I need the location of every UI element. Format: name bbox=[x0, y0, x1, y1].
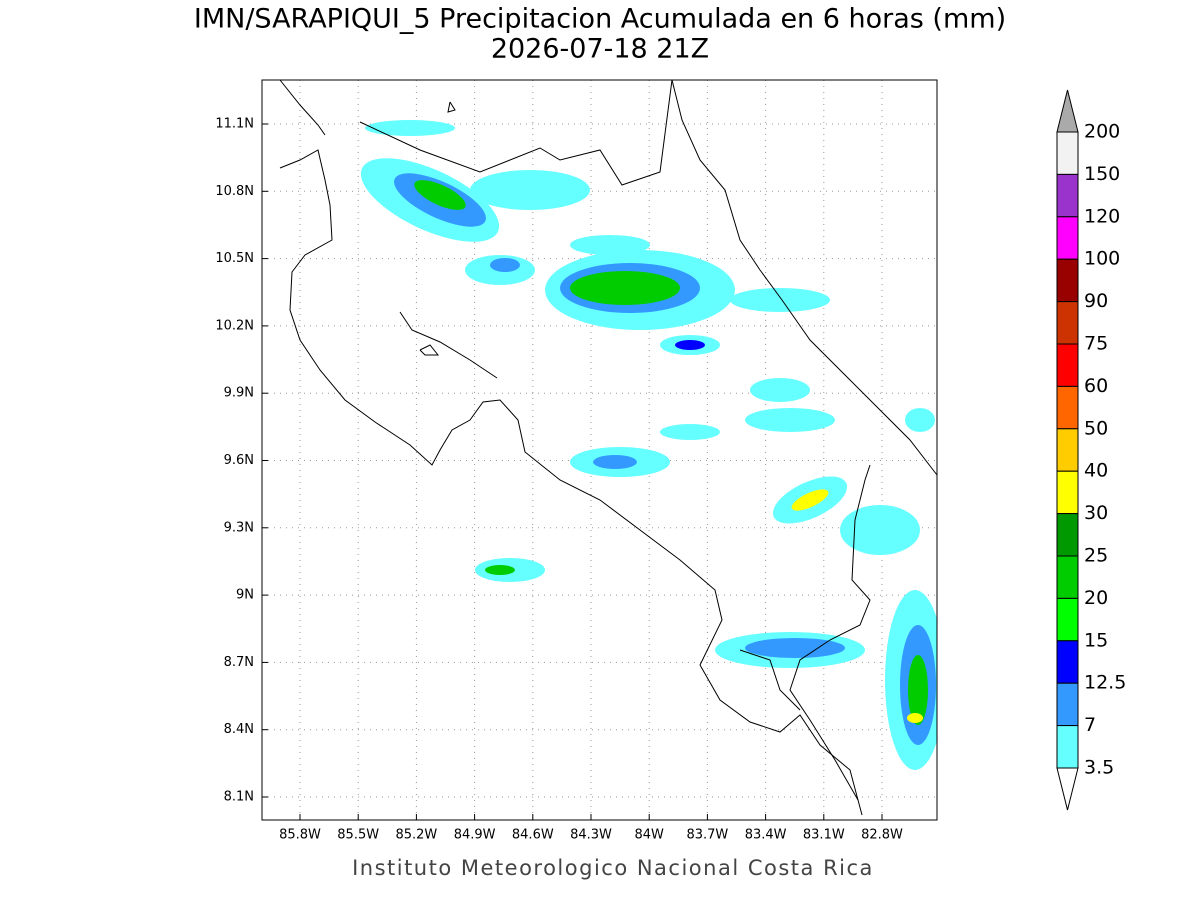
colorbar-box bbox=[1056, 640, 1079, 684]
x-tick-label: 82.8W bbox=[861, 828, 903, 843]
colorbar-label: 12.5 bbox=[1084, 672, 1126, 694]
colorbar-under bbox=[1056, 767, 1079, 811]
y-tick-label: 9.6N bbox=[224, 453, 254, 468]
x-tick-label: 84W bbox=[634, 828, 664, 843]
colorbar-box bbox=[1056, 216, 1079, 260]
colorbar-label: 90 bbox=[1084, 290, 1108, 312]
colorbar-label: 150 bbox=[1084, 163, 1120, 185]
colorbar-label: 120 bbox=[1084, 205, 1120, 227]
title: IMN/SARAPIQUI_5 Precipitacion Acumulada … bbox=[194, 4, 1006, 35]
y-tick-label: 11.1N bbox=[215, 117, 254, 132]
colorbar-box bbox=[1056, 470, 1079, 515]
colorbar-label: 7 bbox=[1084, 714, 1096, 736]
colorbar-box bbox=[1056, 131, 1079, 175]
colorbar-box bbox=[1056, 301, 1079, 345]
colorbar-over bbox=[1056, 89, 1079, 133]
x-tick-label: 85.8W bbox=[279, 828, 321, 843]
colorbar-label: 50 bbox=[1084, 417, 1108, 439]
x-tick-label: 83.1W bbox=[803, 828, 845, 843]
x-tick-label: 83.7W bbox=[686, 828, 728, 843]
colorbar-label: 75 bbox=[1084, 333, 1108, 355]
colorbar-box bbox=[1056, 725, 1079, 769]
x-tick-label: 84.3W bbox=[570, 828, 612, 843]
subtitle: 2026-07-18 21Z bbox=[491, 34, 709, 65]
y-tick-label: 8.4N bbox=[224, 722, 254, 737]
colorbar-label: 200 bbox=[1084, 121, 1120, 143]
x-tick-label: 83.4W bbox=[745, 828, 787, 843]
colorbar-box bbox=[1056, 343, 1079, 387]
colorbar-label: 20 bbox=[1084, 587, 1108, 609]
colorbar-label: 40 bbox=[1084, 460, 1108, 482]
y-tick-label: 10.5N bbox=[215, 251, 254, 266]
x-tick-label: 85.2W bbox=[395, 828, 437, 843]
x-tick-label: 84.6W bbox=[512, 828, 554, 843]
coastlines bbox=[279, 79, 938, 816]
colorbar-label: 60 bbox=[1084, 375, 1108, 397]
colorbar-label: 100 bbox=[1084, 248, 1120, 270]
x-tick-label: 84.9W bbox=[454, 828, 496, 843]
colorbar-label: 30 bbox=[1084, 502, 1108, 524]
footer: Instituto Meteorologico Nacional Costa R… bbox=[352, 856, 874, 880]
colorbar-box bbox=[1056, 555, 1079, 599]
map-frame bbox=[261, 79, 938, 821]
colorbar-box bbox=[1056, 385, 1079, 430]
colorbar-box bbox=[1056, 682, 1079, 727]
colorbar: 200 150 120 100 90 75 60 50 40 30 25 20 15 12.5 7 3.5 bbox=[1056, 89, 1126, 811]
colorbar-box bbox=[1056, 597, 1079, 642]
y-tick-label: 10.2N bbox=[215, 318, 254, 333]
y-tick-label: 10.8N bbox=[215, 184, 254, 199]
colorbar-box bbox=[1056, 513, 1079, 557]
colorbar-label: 3.5 bbox=[1084, 757, 1114, 779]
x-axis: 85.8W 85.5W 85.2W 84.9W 84.6W 84.3W 84W 83.7W 83… bbox=[279, 814, 903, 843]
x-tick-label: 85.5W bbox=[337, 828, 379, 843]
y-tick-label: 9N bbox=[236, 588, 254, 603]
colorbar-label: 25 bbox=[1084, 545, 1108, 567]
y-tick-label: 8.7N bbox=[224, 655, 254, 670]
y-tick-label: 9.3N bbox=[224, 520, 254, 535]
colorbar-box bbox=[1056, 258, 1079, 303]
colorbar-box bbox=[1056, 428, 1079, 472]
y-axis: 11.1N 10.8N 10.5N 10.2N 9.9N 9.6N 9.3N 9N 8.7N 8.… bbox=[215, 117, 268, 805]
colorbar-box bbox=[1056, 173, 1079, 218]
precipitation bbox=[360, 120, 937, 770]
y-tick-label: 9.9N bbox=[224, 386, 254, 401]
colorbar-label: 15 bbox=[1084, 629, 1108, 651]
y-tick-label: 8.1N bbox=[224, 790, 254, 805]
